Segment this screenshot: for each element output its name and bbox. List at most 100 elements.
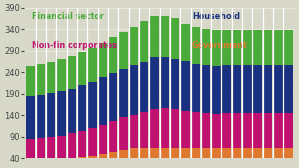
Bar xyxy=(212,30,221,66)
Bar xyxy=(161,148,169,158)
Bar xyxy=(26,96,35,139)
Bar xyxy=(98,154,107,158)
Bar xyxy=(191,148,200,158)
Bar xyxy=(181,148,190,158)
Bar xyxy=(109,121,117,152)
Bar xyxy=(140,112,148,148)
Bar xyxy=(36,95,45,138)
Bar xyxy=(202,113,210,148)
Bar xyxy=(202,148,210,158)
Bar xyxy=(140,148,148,158)
Bar xyxy=(36,138,45,162)
Text: Government: Government xyxy=(192,41,248,50)
Bar xyxy=(274,113,283,148)
Bar xyxy=(129,65,138,115)
Bar xyxy=(68,133,76,159)
Text: Financial sector: Financial sector xyxy=(32,12,104,21)
Bar xyxy=(161,57,169,108)
Bar xyxy=(243,30,251,65)
Bar xyxy=(109,152,117,158)
Bar xyxy=(140,21,148,62)
Bar xyxy=(88,48,97,82)
Bar xyxy=(78,52,86,85)
Bar xyxy=(264,65,272,113)
Bar xyxy=(36,158,45,162)
Bar xyxy=(191,112,200,148)
Bar xyxy=(274,65,283,113)
Bar xyxy=(284,65,293,113)
Bar xyxy=(68,89,76,133)
Bar xyxy=(109,37,117,73)
Bar xyxy=(222,113,231,148)
Bar xyxy=(150,148,158,158)
Bar xyxy=(57,59,65,91)
Bar xyxy=(212,148,221,158)
Bar xyxy=(26,139,35,163)
Bar xyxy=(47,137,55,161)
Bar xyxy=(161,108,169,148)
Bar xyxy=(212,114,221,148)
Bar xyxy=(119,117,128,150)
Bar xyxy=(233,30,241,65)
Bar xyxy=(264,148,272,158)
Bar xyxy=(181,24,190,61)
Bar xyxy=(78,85,86,131)
Bar xyxy=(109,73,117,121)
Bar xyxy=(264,113,272,148)
Bar xyxy=(171,18,179,59)
Bar xyxy=(26,158,35,163)
Bar xyxy=(129,149,138,158)
Bar xyxy=(171,109,179,148)
Bar xyxy=(129,27,138,65)
Bar xyxy=(78,157,86,158)
Bar xyxy=(212,66,221,114)
Bar xyxy=(150,57,158,109)
Bar xyxy=(191,64,200,112)
Bar xyxy=(88,82,97,128)
Bar xyxy=(222,30,231,65)
Bar xyxy=(202,65,210,113)
Bar xyxy=(119,32,128,69)
Bar xyxy=(36,64,45,95)
Bar xyxy=(26,66,35,96)
Bar xyxy=(68,56,76,89)
Bar xyxy=(264,30,272,65)
Bar xyxy=(161,16,169,57)
Bar xyxy=(150,109,158,148)
Bar xyxy=(171,148,179,158)
Bar xyxy=(47,158,55,161)
Bar xyxy=(222,65,231,113)
Bar xyxy=(274,148,283,158)
Bar xyxy=(243,113,251,148)
Bar xyxy=(78,131,86,157)
Bar xyxy=(68,158,76,159)
Bar xyxy=(98,125,107,154)
Text: Non-fin corporates: Non-fin corporates xyxy=(32,41,117,50)
Bar xyxy=(233,113,241,148)
Bar xyxy=(171,59,179,109)
Bar xyxy=(181,111,190,148)
Bar xyxy=(243,148,251,158)
Bar xyxy=(284,148,293,158)
Bar xyxy=(119,150,128,158)
Bar xyxy=(254,65,262,113)
Bar xyxy=(254,113,262,148)
Bar xyxy=(140,62,148,112)
Bar xyxy=(57,136,65,160)
Bar xyxy=(222,148,231,158)
Bar xyxy=(254,148,262,158)
Bar xyxy=(181,61,190,111)
Bar xyxy=(98,77,107,125)
Bar xyxy=(57,158,65,160)
Bar xyxy=(233,65,241,113)
Bar xyxy=(47,93,55,137)
Bar xyxy=(284,30,293,65)
Bar xyxy=(119,69,128,117)
Bar xyxy=(88,128,97,156)
Bar xyxy=(129,115,138,149)
Bar xyxy=(202,29,210,65)
Bar xyxy=(98,43,107,77)
Bar xyxy=(233,148,241,158)
Bar xyxy=(88,156,97,158)
Bar xyxy=(254,30,262,65)
